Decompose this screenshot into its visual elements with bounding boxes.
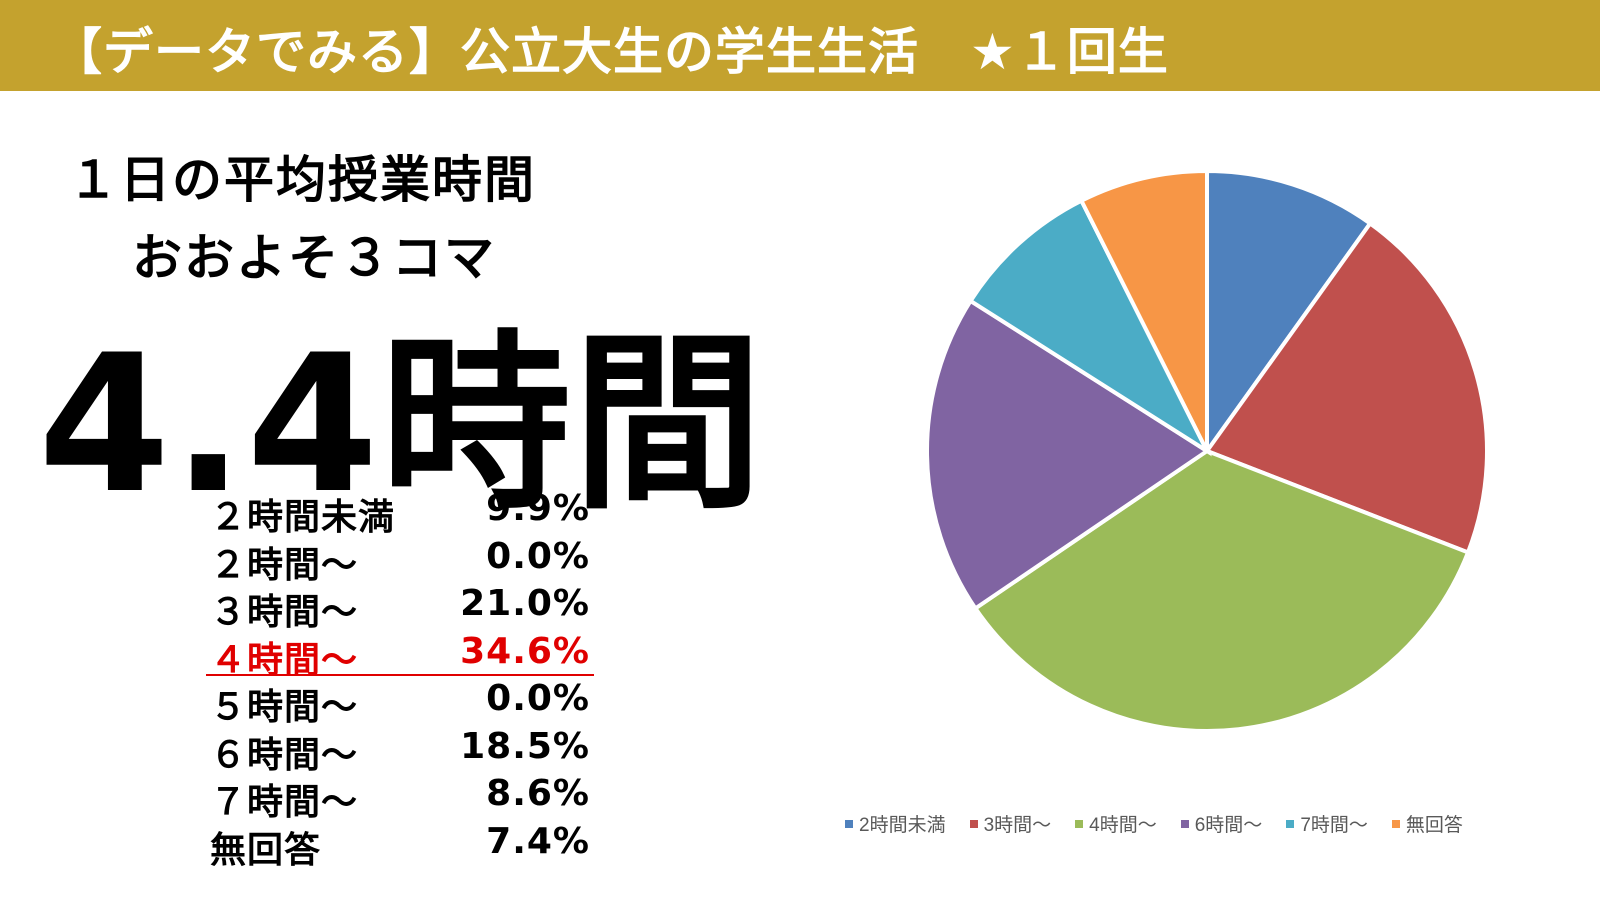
- pie-slice-6: [1078, 168, 1209, 452]
- distribution-value: 34.6%: [460, 630, 590, 672]
- legend-item: 7時間〜: [1286, 810, 1368, 837]
- legend-swatch: [969, 819, 978, 828]
- distribution-label: ２時間未満: [210, 497, 396, 538]
- distribution-value: 9.9%: [486, 488, 590, 529]
- page-title: 【データでみる】公立大生の学生生活 ★１回生: [52, 23, 1169, 81]
- distribution-label: ５時間〜: [210, 687, 359, 728]
- headline-line-2: おおよそ３コマ: [132, 229, 496, 287]
- distribution-value: 18.5%: [460, 725, 590, 767]
- legend-label: 4時間〜: [1089, 815, 1157, 836]
- distribution-value: 8.6%: [486, 773, 590, 814]
- distribution-row: ５時間〜 0.0%: [210, 678, 590, 728]
- legend-label: 7時間〜: [1300, 815, 1368, 836]
- distribution-value: 0.0%: [486, 535, 590, 577]
- legend-swatch: [1075, 819, 1084, 828]
- distribution-value: 7.4%: [486, 820, 590, 862]
- pie-slice-2: [1203, 220, 1489, 556]
- distribution-label: 無回答: [210, 829, 322, 871]
- header-banner: 【データでみる】公立大生の学生生活 ★１回生: [0, 0, 1600, 91]
- distribution-row: ７時間〜 8.6%: [210, 773, 590, 823]
- legend-swatch: [1180, 819, 1189, 828]
- legend-item: 6時間〜: [1180, 810, 1263, 837]
- legend-label: 6時間〜: [1194, 815, 1263, 836]
- legend-item: 無回答: [1391, 810, 1463, 837]
- legend-label: 2時間未満: [859, 815, 946, 836]
- legend-swatch: [1286, 819, 1295, 828]
- headline-line-1: １日の平均授業時間: [68, 151, 536, 209]
- pie-slice-4: [925, 298, 1211, 612]
- legend-item: 3時間〜: [969, 810, 1052, 837]
- distribution-row: ２時間〜 0.0%: [210, 535, 590, 586]
- distribution-label: ６時間〜: [210, 734, 359, 776]
- distribution-label: ２時間〜: [210, 544, 359, 586]
- distribution-row: 無回答 7.4%: [210, 820, 590, 871]
- distribution-row-highlighted: ４時間〜 34.6%: [206, 630, 594, 681]
- distribution-row: ６時間〜 18.5%: [210, 725, 590, 776]
- legend-swatch: [1391, 819, 1400, 828]
- distribution-label: ７時間〜: [210, 782, 359, 823]
- distribution-value: 0.0%: [486, 678, 590, 719]
- pie-slice-3: [972, 448, 1471, 733]
- average-hours-value: 4.4時間: [38, 314, 765, 535]
- distribution-value: 21.0%: [460, 583, 590, 624]
- chart-legend: 2時間未満 3時間〜 4時間〜 6時間〜 7時間〜 無回答: [845, 810, 1565, 837]
- pie-slice-1: [1205, 168, 1373, 458]
- legend-swatch: [845, 819, 853, 828]
- legend-item: 2時間未満: [845, 810, 946, 837]
- legend-label: 3時間〜: [983, 815, 1052, 836]
- legend-item: 4時間〜: [1075, 810, 1157, 837]
- distribution-row: ３時間〜 21.0%: [210, 583, 590, 633]
- pie-slice-5: [967, 198, 1213, 457]
- distribution-row: ２時間未満 9.9%: [210, 488, 590, 538]
- distribution-table: ２時間未満 9.9% ２時間〜 0.0% ３時間〜 21.0% ４時間〜 34.…: [206, 488, 594, 871]
- legend-label: 無回答: [1405, 815, 1463, 836]
- distribution-label: ３時間〜: [210, 592, 359, 633]
